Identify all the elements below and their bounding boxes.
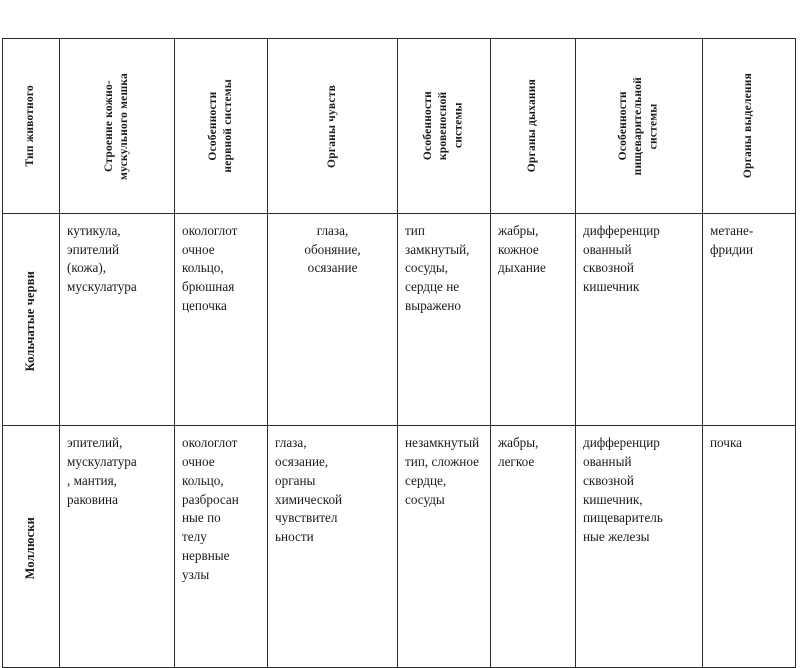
- page-canvas: Тип животного Строение кожно- мускульног…: [2, 38, 796, 668]
- vertical-text-wrap: Органы дыхания: [491, 42, 575, 210]
- column-header-skin-muscle-sac: Строение кожно- мускульного мешка: [59, 38, 175, 214]
- vertical-text-wrap: Особенности пищеварительной системы: [576, 42, 702, 210]
- cell-molluscs-circulatory: незамкнутый тип, сложное сердце, сосуды: [397, 425, 491, 668]
- table-row: Кольчатые черви кутикула, эпителий (кожа…: [2, 212, 796, 427]
- cell-molluscs-respiratory: жабры, легкое: [490, 425, 576, 668]
- column-header-label: Особенности кровеносной системы: [422, 91, 465, 161]
- row-header-label: Кольчатые черви: [23, 270, 38, 371]
- cell-annelids-sense-organs: глаза, обоняние, осязание: [267, 212, 398, 427]
- vertical-text-wrap: Особенности кровеносной системы: [398, 42, 490, 210]
- column-header-sense-organs: Органы чувств: [267, 38, 398, 214]
- column-header-circulatory-system: Особенности кровеносной системы: [397, 38, 491, 214]
- column-header-respiratory-organs: Органы дыхания: [490, 38, 576, 214]
- cell-molluscs-excretory: почка: [702, 425, 796, 668]
- table-header-row: Тип животного Строение кожно- мускульног…: [2, 38, 796, 214]
- cell-annelids-circulatory: тип замкнутый, сосуды, сердце не выражен…: [397, 212, 491, 427]
- column-header-nervous-system: Особенности нервной системы: [174, 38, 268, 214]
- cell-molluscs-sense-organs: глаза, осязание, органы химической чувст…: [267, 425, 398, 668]
- vertical-text-wrap: Тип животного: [3, 42, 59, 210]
- row-header-molluscs: Моллюски: [2, 425, 60, 668]
- cell-annelids-digestive: дифференцир ованный сквозной кишечник: [575, 212, 703, 427]
- table-row: Моллюски эпителий, мускулатура , мантия,…: [2, 425, 796, 668]
- vertical-text-wrap: Органы выделения: [703, 42, 795, 210]
- column-header-label: Тип животного: [24, 85, 37, 167]
- column-header-excretory-organs: Органы выделения: [702, 38, 796, 214]
- cell-molluscs-skin-muscle-sac: эпителий, мускулатура , мантия, раковина: [59, 425, 175, 668]
- column-header-animal-type: Тип животного: [2, 38, 60, 214]
- cell-molluscs-digestive: дифференцир ованный сквозной кишечник, п…: [575, 425, 703, 668]
- vertical-text-wrap: Органы чувств: [268, 42, 397, 210]
- column-header-label: Особенности пищеварительной системы: [617, 76, 660, 176]
- vertical-text-wrap: Строение кожно- мускульного мешка: [60, 42, 174, 210]
- cell-annelids-nervous-system: окологлот очное кольцо, брюшная цепочка: [174, 212, 268, 427]
- vertical-text-wrap: Особенности нервной системы: [175, 42, 267, 210]
- row-header-label: Моллюски: [23, 516, 38, 579]
- comparative-anatomy-table: Тип животного Строение кожно- мускульног…: [2, 38, 796, 668]
- cell-annelids-excretory: метане- фридии: [702, 212, 796, 427]
- column-header-digestive-system: Особенности пищеварительной системы: [575, 38, 703, 214]
- cell-annelids-skin-muscle-sac: кутикула, эпителий (кожа), мускулатура: [59, 212, 175, 427]
- column-header-label: Органы выделения: [742, 73, 755, 179]
- column-header-label: Строение кожно- мускульного мешка: [102, 72, 130, 180]
- column-header-label: Органы чувств: [325, 84, 338, 168]
- column-header-label: Особенности нервной системы: [206, 79, 234, 173]
- cell-molluscs-nervous-system: окологлот очное кольцо, разбросан ные по…: [174, 425, 268, 668]
- row-header-annelids: Кольчатые черви: [2, 212, 60, 427]
- cell-annelids-respiratory: жабры, кожное дыхание: [490, 212, 576, 427]
- vertical-text-wrap: Кольчатые черви: [10, 241, 52, 401]
- column-header-label: Органы дыхания: [526, 79, 539, 173]
- vertical-text-wrap: Моллюски: [10, 453, 52, 642]
